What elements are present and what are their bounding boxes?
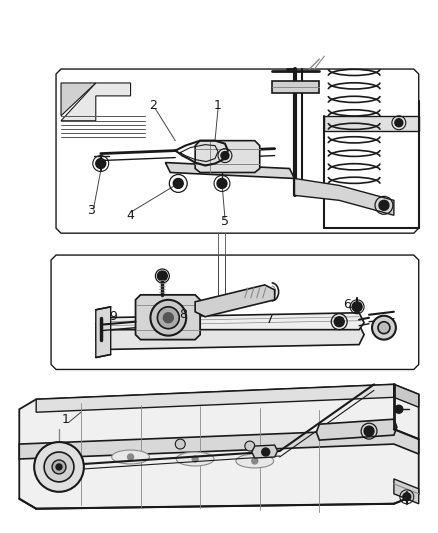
Text: 1: 1 <box>62 413 70 426</box>
Polygon shape <box>324 116 419 131</box>
Circle shape <box>44 452 74 482</box>
Circle shape <box>217 179 227 188</box>
Circle shape <box>221 151 229 159</box>
Polygon shape <box>294 179 394 215</box>
Ellipse shape <box>176 452 214 466</box>
Polygon shape <box>96 325 364 350</box>
Polygon shape <box>195 141 260 173</box>
Circle shape <box>56 464 62 470</box>
Polygon shape <box>272 81 319 93</box>
Text: 2: 2 <box>149 99 157 112</box>
Polygon shape <box>316 419 397 440</box>
Circle shape <box>163 313 173 322</box>
Circle shape <box>395 405 403 413</box>
Ellipse shape <box>112 450 149 464</box>
Polygon shape <box>19 384 419 508</box>
Circle shape <box>52 460 66 474</box>
Circle shape <box>352 302 362 312</box>
Circle shape <box>150 300 186 336</box>
Circle shape <box>262 448 270 456</box>
Polygon shape <box>394 384 419 407</box>
Circle shape <box>379 200 389 211</box>
Text: 6: 6 <box>343 298 351 311</box>
Polygon shape <box>252 445 278 458</box>
Polygon shape <box>165 163 294 179</box>
Ellipse shape <box>236 454 274 468</box>
Circle shape <box>173 179 183 188</box>
Polygon shape <box>394 479 419 504</box>
Circle shape <box>157 307 179 329</box>
Polygon shape <box>19 429 419 459</box>
Polygon shape <box>135 295 200 340</box>
Polygon shape <box>195 285 275 317</box>
Circle shape <box>372 316 396 340</box>
Circle shape <box>378 322 390 334</box>
Circle shape <box>157 271 167 281</box>
Polygon shape <box>56 69 419 233</box>
Text: 3: 3 <box>87 204 95 217</box>
Circle shape <box>127 454 134 460</box>
Circle shape <box>175 439 185 449</box>
Text: 4: 4 <box>127 209 134 222</box>
Text: 1: 1 <box>214 99 222 112</box>
Circle shape <box>252 458 258 464</box>
Polygon shape <box>96 318 101 340</box>
Circle shape <box>245 441 255 451</box>
Text: 9: 9 <box>110 310 118 323</box>
Circle shape <box>334 317 344 327</box>
Text: 7: 7 <box>266 313 274 326</box>
Polygon shape <box>61 83 96 116</box>
Circle shape <box>395 119 403 127</box>
Polygon shape <box>96 307 111 358</box>
Circle shape <box>34 442 84 492</box>
Circle shape <box>403 493 411 501</box>
Circle shape <box>364 426 374 436</box>
Polygon shape <box>96 313 364 330</box>
Polygon shape <box>51 255 419 369</box>
Polygon shape <box>36 384 394 412</box>
Text: 5: 5 <box>221 215 229 228</box>
Circle shape <box>96 158 106 168</box>
Text: 8: 8 <box>179 308 187 321</box>
Circle shape <box>192 456 198 462</box>
Polygon shape <box>61 83 131 121</box>
